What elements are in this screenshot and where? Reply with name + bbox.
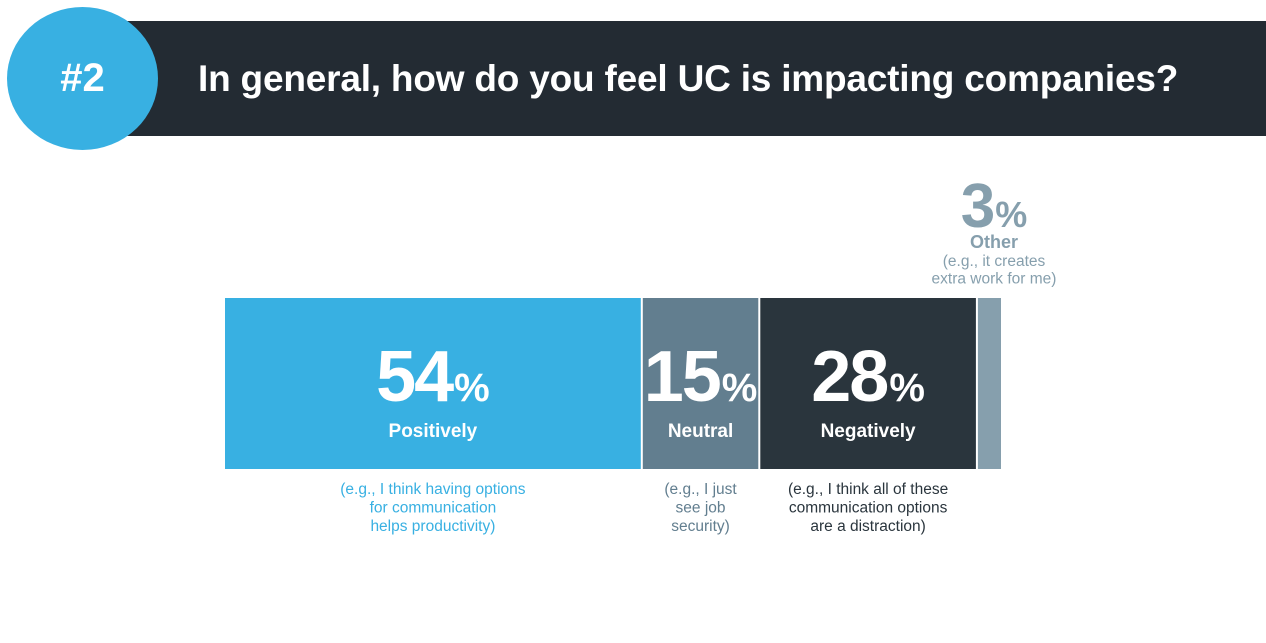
bar-note-positively: (e.g., I think having options for communi… xyxy=(340,481,526,535)
bar-note-other: (e.g., it creates extra work for me) xyxy=(932,253,1057,288)
bar-note-neutral: (e.g., I just see job security) xyxy=(664,481,737,535)
bar-label-negatively: Negatively xyxy=(821,421,916,442)
bar-other xyxy=(977,298,1001,469)
bar-label-other: Other xyxy=(970,232,1018,252)
bar-label-neutral: Neutral xyxy=(668,421,733,442)
bar-value-negatively: 28% xyxy=(811,337,925,417)
question-number-badge: #2 xyxy=(7,7,158,150)
bar-note-negatively: (e.g., I think all of these communication… xyxy=(788,481,948,535)
bar-value-other: 3% xyxy=(961,172,1028,241)
page-title: In general, how do you feel UC is impact… xyxy=(198,58,1179,99)
header-bar xyxy=(110,21,1266,136)
bar-value-positively: 54% xyxy=(376,337,490,417)
bar-neutral xyxy=(642,298,759,469)
bar-positively xyxy=(225,298,641,469)
bar-value-neutral: 15% xyxy=(644,337,758,417)
bar-label-positively: Positively xyxy=(389,421,478,442)
bar-negatively xyxy=(760,298,976,469)
